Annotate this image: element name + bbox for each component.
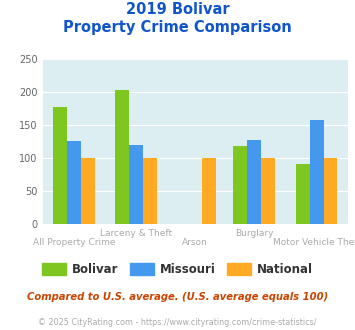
Legend: Bolivar, Missouri, National: Bolivar, Missouri, National — [38, 258, 317, 281]
Bar — [115, 90, 129, 224]
Bar — [296, 164, 310, 224]
Bar — [261, 158, 275, 224]
Bar — [310, 120, 324, 224]
Text: Larceny & Theft: Larceny & Theft — [100, 229, 172, 238]
Bar — [81, 158, 95, 224]
Bar — [202, 158, 216, 224]
Text: Property Crime Comparison: Property Crime Comparison — [63, 20, 292, 35]
Text: 2019 Bolivar: 2019 Bolivar — [126, 2, 229, 16]
Text: © 2025 CityRating.com - https://www.cityrating.com/crime-statistics/: © 2025 CityRating.com - https://www.city… — [38, 318, 317, 327]
Bar — [324, 158, 338, 224]
Bar — [67, 141, 81, 224]
Bar — [247, 140, 261, 224]
Bar — [53, 107, 67, 224]
Bar — [129, 145, 143, 224]
Text: Arson: Arson — [182, 238, 208, 247]
Text: All Property Crime: All Property Crime — [33, 238, 115, 247]
Text: Compared to U.S. average. (U.S. average equals 100): Compared to U.S. average. (U.S. average … — [27, 292, 328, 302]
Bar — [143, 158, 157, 224]
Bar — [234, 146, 247, 224]
Text: Motor Vehicle Theft: Motor Vehicle Theft — [273, 238, 355, 247]
Text: Burglary: Burglary — [235, 229, 273, 238]
